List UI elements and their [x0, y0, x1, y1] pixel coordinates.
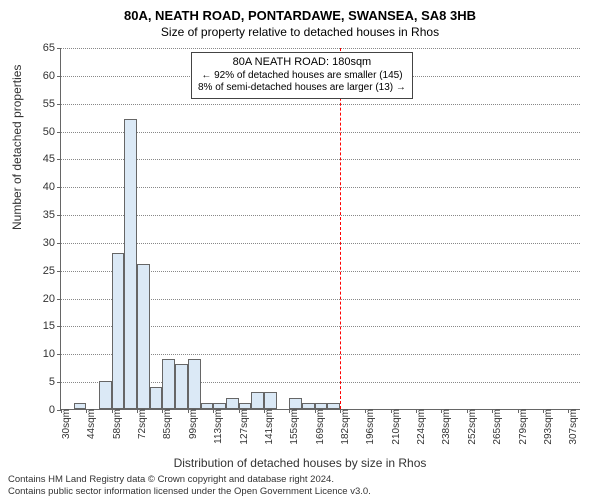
gridline — [61, 159, 580, 160]
ytick-mark — [57, 215, 61, 216]
annotation-line2: 8% of semi-detached houses are larger (1… — [198, 82, 406, 95]
histogram-bar — [264, 392, 277, 409]
xtick-mark — [239, 409, 240, 413]
ytick-mark — [57, 132, 61, 133]
xtick-label: 44sqm — [82, 409, 97, 439]
xtick-label: 127sqm — [235, 409, 250, 445]
xtick-mark — [441, 409, 442, 413]
histogram-bar — [289, 398, 302, 409]
attribution-text: Contains HM Land Registry data © Crown c… — [8, 474, 371, 498]
xtick-mark — [289, 409, 290, 413]
xtick-mark — [264, 409, 265, 413]
xtick-mark — [162, 409, 163, 413]
histogram-bar — [251, 392, 264, 409]
annotation-line1: ← 92% of detached houses are smaller (14… — [198, 70, 406, 83]
chart-histogram: 0510152025303540455055606530sqm44sqm58sq… — [60, 48, 580, 410]
ytick-mark — [57, 243, 61, 244]
ytick-mark — [57, 104, 61, 105]
xtick-mark — [543, 409, 544, 413]
xtick-label: 224sqm — [412, 409, 427, 445]
xtick-label: 307sqm — [564, 409, 579, 445]
xtick-mark — [416, 409, 417, 413]
xtick-mark — [518, 409, 519, 413]
xtick-mark — [492, 409, 493, 413]
histogram-bar — [188, 359, 201, 409]
xtick-label: 58sqm — [108, 409, 123, 439]
xtick-label: 113sqm — [209, 409, 224, 444]
attribution-line2: Contains public sector information licen… — [8, 486, 371, 498]
xtick-label: 155sqm — [285, 409, 300, 445]
ytick-mark — [57, 354, 61, 355]
xtick-mark — [365, 409, 366, 413]
xtick-label: 30sqm — [57, 409, 72, 439]
ytick-mark — [57, 76, 61, 77]
gridline — [61, 132, 580, 133]
ytick-mark — [57, 382, 61, 383]
histogram-bar — [226, 398, 239, 409]
gridline — [61, 215, 580, 216]
xtick-mark — [86, 409, 87, 413]
ytick-mark — [57, 159, 61, 160]
ytick-mark — [57, 271, 61, 272]
xtick-mark — [61, 409, 62, 413]
gridline — [61, 104, 580, 105]
annotation-title: 80A NEATH ROAD: 180sqm — [198, 56, 406, 70]
xtick-label: 238sqm — [437, 409, 452, 445]
page-subtitle: Size of property relative to detached ho… — [0, 23, 600, 43]
xtick-mark — [467, 409, 468, 413]
x-axis-label: Distribution of detached houses by size … — [0, 456, 600, 470]
attribution-line1: Contains HM Land Registry data © Crown c… — [8, 474, 371, 486]
histogram-bar — [137, 264, 150, 409]
xtick-label: 72sqm — [133, 409, 148, 439]
xtick-label: 265sqm — [488, 409, 503, 445]
gridline — [61, 243, 580, 244]
xtick-mark — [568, 409, 569, 413]
xtick-label: 169sqm — [311, 409, 326, 445]
annotation-box: 80A NEATH ROAD: 180sqm← 92% of detached … — [191, 52, 413, 99]
gridline — [61, 187, 580, 188]
xtick-label: 196sqm — [361, 409, 376, 445]
xtick-mark — [340, 409, 341, 413]
ytick-mark — [57, 326, 61, 327]
xtick-label: 293sqm — [539, 409, 554, 445]
xtick-mark — [137, 409, 138, 413]
xtick-label: 182sqm — [336, 409, 351, 445]
gridline — [61, 48, 580, 49]
histogram-bar — [162, 359, 175, 409]
xtick-mark — [315, 409, 316, 413]
plot-area: 0510152025303540455055606530sqm44sqm58sq… — [60, 48, 580, 410]
histogram-bar — [124, 119, 137, 409]
ytick-mark — [57, 187, 61, 188]
ytick-mark — [57, 48, 61, 49]
xtick-label: 141sqm — [260, 409, 275, 445]
xtick-mark — [188, 409, 189, 413]
xtick-label: 99sqm — [184, 409, 199, 439]
xtick-label: 252sqm — [463, 409, 478, 445]
histogram-bar — [150, 387, 163, 409]
histogram-bar — [175, 364, 188, 409]
histogram-bar — [112, 253, 125, 409]
xtick-label: 210sqm — [387, 409, 402, 445]
xtick-label: 85sqm — [158, 409, 173, 439]
y-axis-label: Number of detached properties — [10, 65, 24, 230]
xtick-label: 279sqm — [514, 409, 529, 445]
histogram-bar — [99, 381, 112, 409]
ytick-mark — [57, 299, 61, 300]
xtick-mark — [213, 409, 214, 413]
page-title: 80A, NEATH ROAD, PONTARDAWE, SWANSEA, SA… — [0, 0, 600, 23]
xtick-mark — [391, 409, 392, 413]
xtick-mark — [112, 409, 113, 413]
reference-line — [340, 48, 341, 409]
